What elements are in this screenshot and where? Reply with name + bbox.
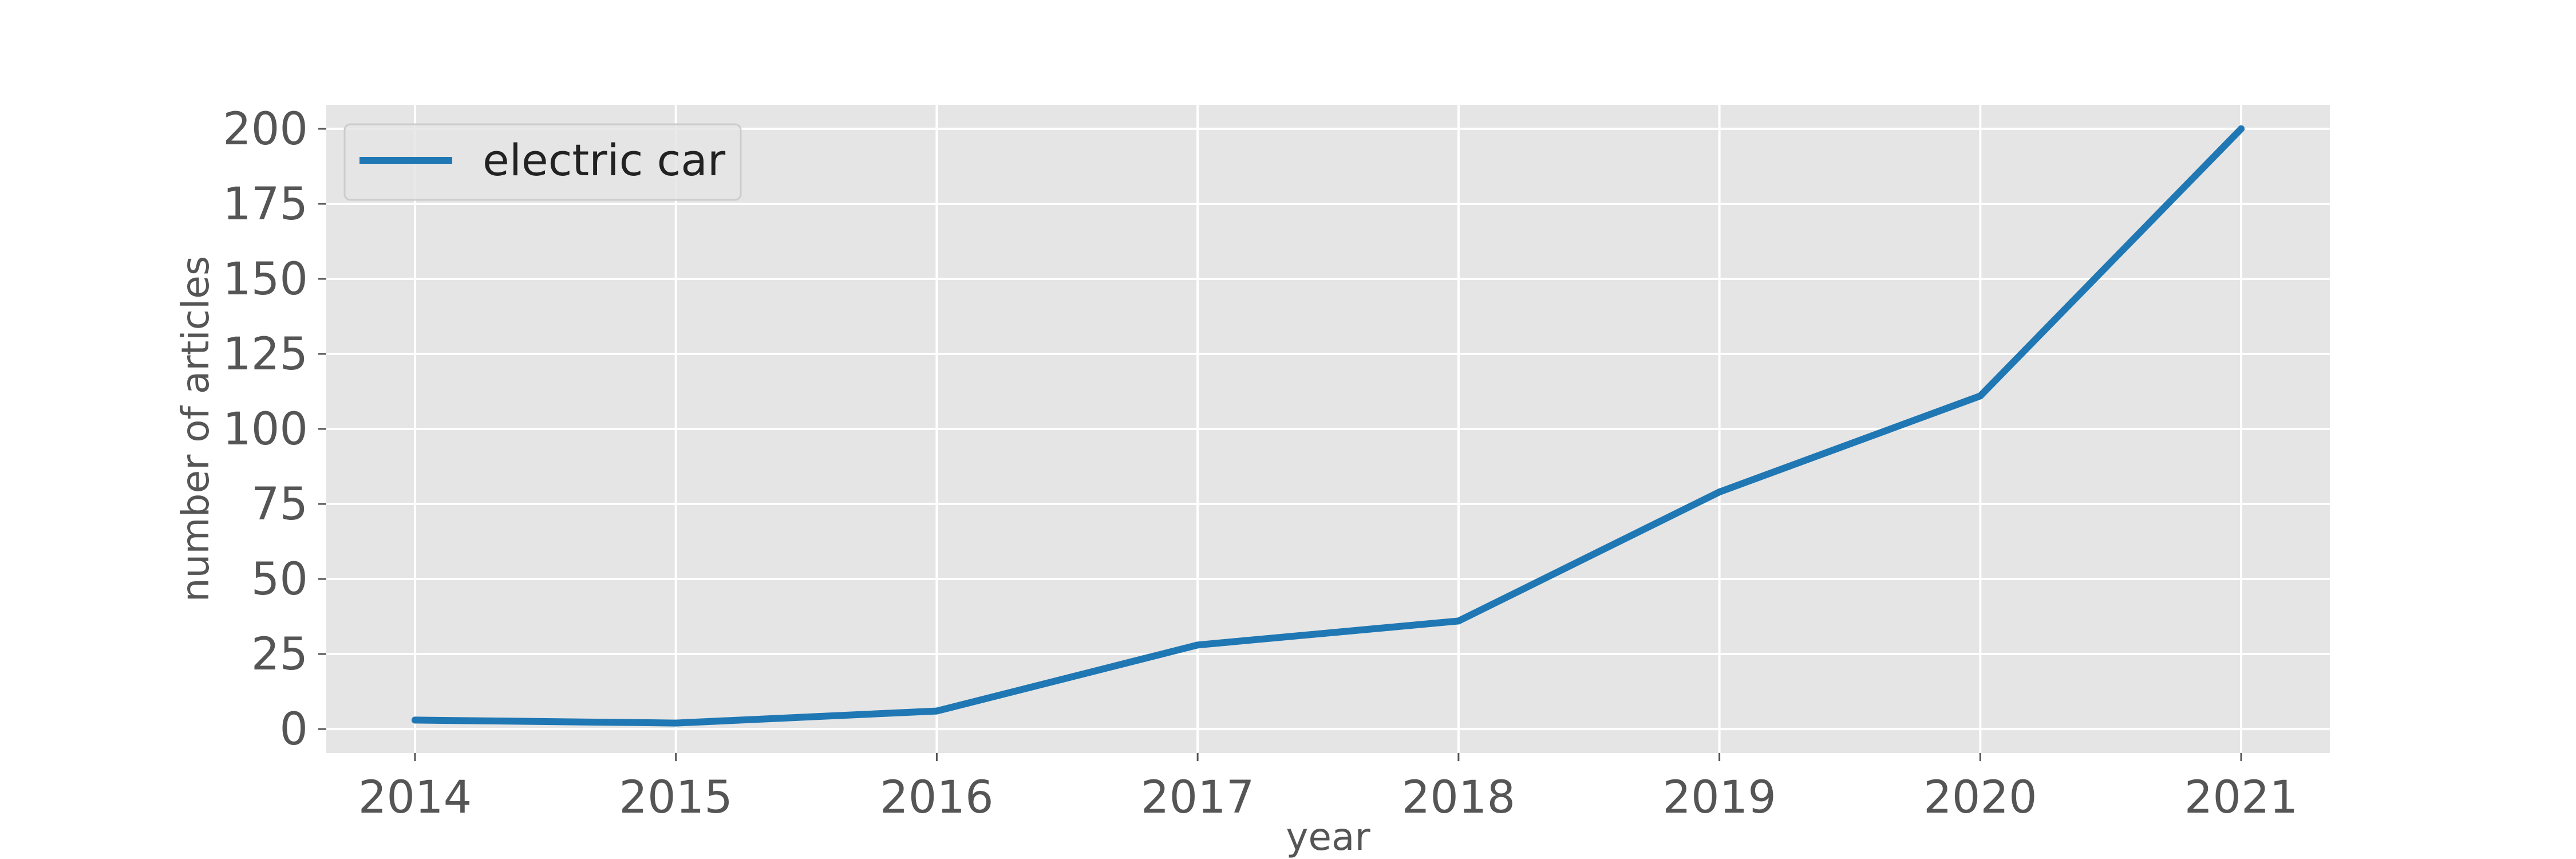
- y-axis-ticks: 0 25 50 75 100 125 150 175 200: [223, 104, 326, 755]
- data-point: [1716, 488, 1723, 496]
- x-tick-label: 2019: [1662, 772, 1776, 823]
- data-point: [672, 719, 679, 727]
- x-tick-label: 2015: [619, 772, 733, 823]
- x-tick-label: 2018: [1402, 772, 1516, 823]
- y-tick-label: 175: [223, 179, 308, 230]
- x-tick-label: 2021: [2184, 772, 2298, 823]
- y-tick-label: 0: [279, 704, 308, 755]
- legend: electric car: [343, 123, 742, 201]
- series-line-electric-car: [411, 125, 2245, 727]
- data-point: [1194, 641, 1202, 649]
- data-point: [1455, 617, 1462, 625]
- y-tick-label: 75: [251, 479, 308, 530]
- y-tick-label: 50: [251, 554, 308, 605]
- data-point: [2238, 125, 2245, 132]
- y-tick-label: 25: [251, 629, 308, 680]
- x-tick-label: 2014: [358, 772, 472, 823]
- series-group: [411, 125, 2245, 727]
- x-axis-ticks: 2014 2015 2016 2017 2018 2019 2020 2021: [358, 753, 2298, 823]
- x-tick-label: 2016: [880, 772, 994, 823]
- x-tick-label: 2017: [1141, 772, 1255, 823]
- legend-label-electric-car: electric car: [483, 135, 726, 186]
- legend-box: [343, 123, 742, 201]
- x-tick-label: 2020: [1923, 772, 2037, 823]
- y-tick-label: 125: [223, 329, 308, 380]
- data-point: [933, 707, 941, 715]
- y-tick-label: 150: [223, 254, 308, 305]
- y-tick-label: 200: [223, 104, 308, 155]
- data-point: [1977, 392, 1984, 400]
- y-tick-label: 100: [223, 404, 308, 455]
- y-axis-label: number of articles: [173, 256, 218, 602]
- y-gridlines: [326, 127, 2330, 731]
- data-point: [411, 716, 418, 724]
- x-axis-label: year: [1286, 815, 1370, 859]
